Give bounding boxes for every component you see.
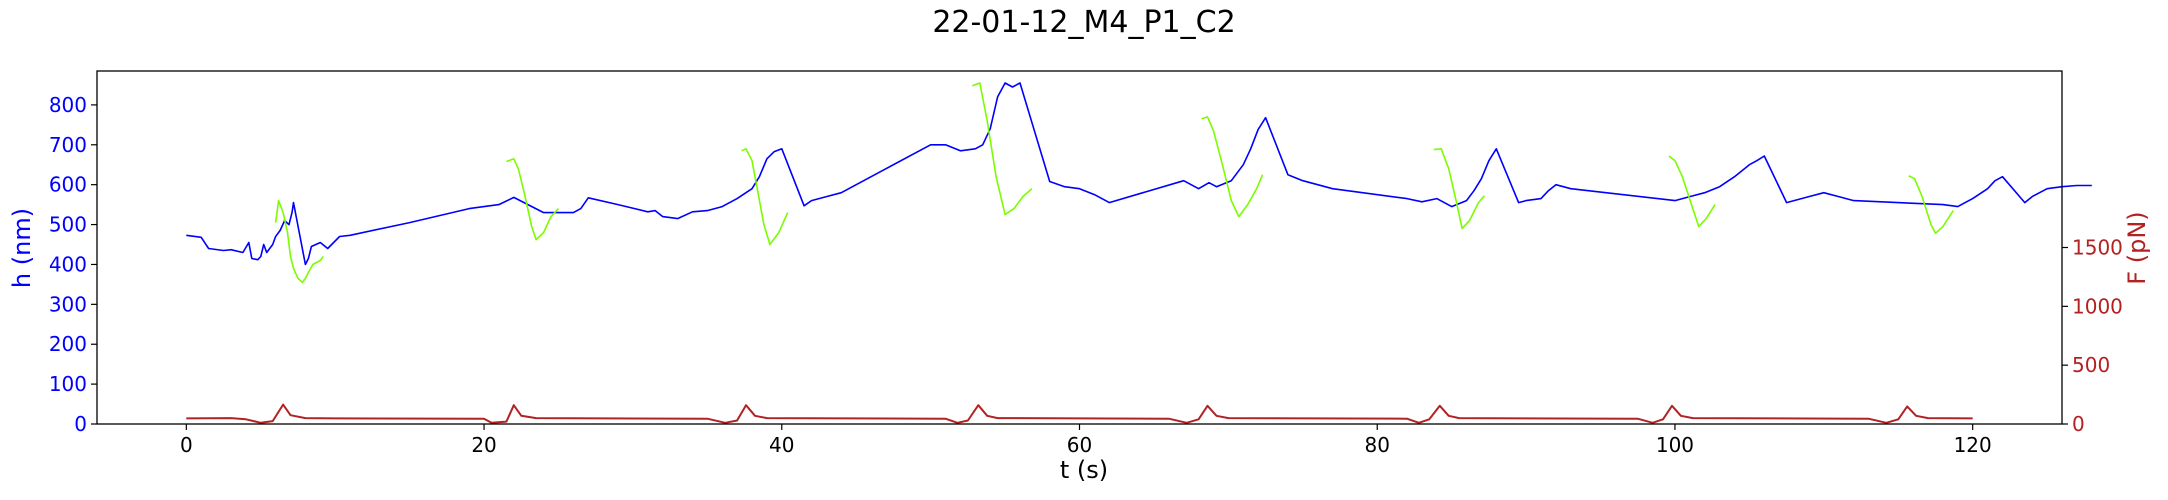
y-left-tick-label: 200 <box>49 332 87 356</box>
y-left-tick-label: 100 <box>49 372 87 396</box>
x-tick-label: 0 <box>180 433 193 457</box>
y-right-tick-label: 500 <box>2072 353 2110 377</box>
series-line-1-4 <box>1201 116 1264 218</box>
y-left-tick-label: 600 <box>49 173 87 197</box>
y-left-tick-label: 0 <box>74 412 87 436</box>
y-axis-title-left: h (nm) <box>8 208 36 288</box>
y-right-tick-label: 0 <box>2072 412 2085 436</box>
x-tick-label: 20 <box>471 433 496 457</box>
x-tick-label: 100 <box>1656 433 1694 457</box>
y-left-tick-label: 500 <box>49 213 87 237</box>
series-line-1-5 <box>1433 148 1486 230</box>
y-left-tick-label: 300 <box>49 292 87 316</box>
chart-title: 22-01-12_M4_P1_C2 <box>932 5 1235 40</box>
y-left-tick-label: 400 <box>49 252 87 276</box>
y-left-tick-label: 800 <box>49 93 87 117</box>
y-axis-title-right: F (pN) <box>2123 211 2151 284</box>
y-right-tick-label: 1000 <box>2072 294 2123 318</box>
x-tick-label: 60 <box>1067 433 1092 457</box>
plot-area: 0 20 40 60 80 100 120 0 100 200 300 400 500 600 700 800… <box>49 70 2123 457</box>
series-line-1-0 <box>274 199 324 284</box>
x-axis-title: t (s) <box>1060 456 1108 484</box>
series-line-1-6 <box>1668 155 1716 228</box>
y-left-tick-label: 700 <box>49 133 87 157</box>
series-line-1-3 <box>972 82 1033 216</box>
series-line-1-7 <box>1908 175 1954 235</box>
series-line-1-2 <box>741 148 789 246</box>
series-line-2-0 <box>186 403 1973 424</box>
x-tick-label: 40 <box>769 433 794 457</box>
y-right-tick-label: 1500 <box>2072 236 2123 260</box>
series-line-0-0 <box>186 82 2092 266</box>
series-line-1-1 <box>506 158 560 241</box>
x-tick-label: 120 <box>1954 433 1992 457</box>
plot-frame <box>96 70 2063 425</box>
x-tick-label: 80 <box>1365 433 1390 457</box>
